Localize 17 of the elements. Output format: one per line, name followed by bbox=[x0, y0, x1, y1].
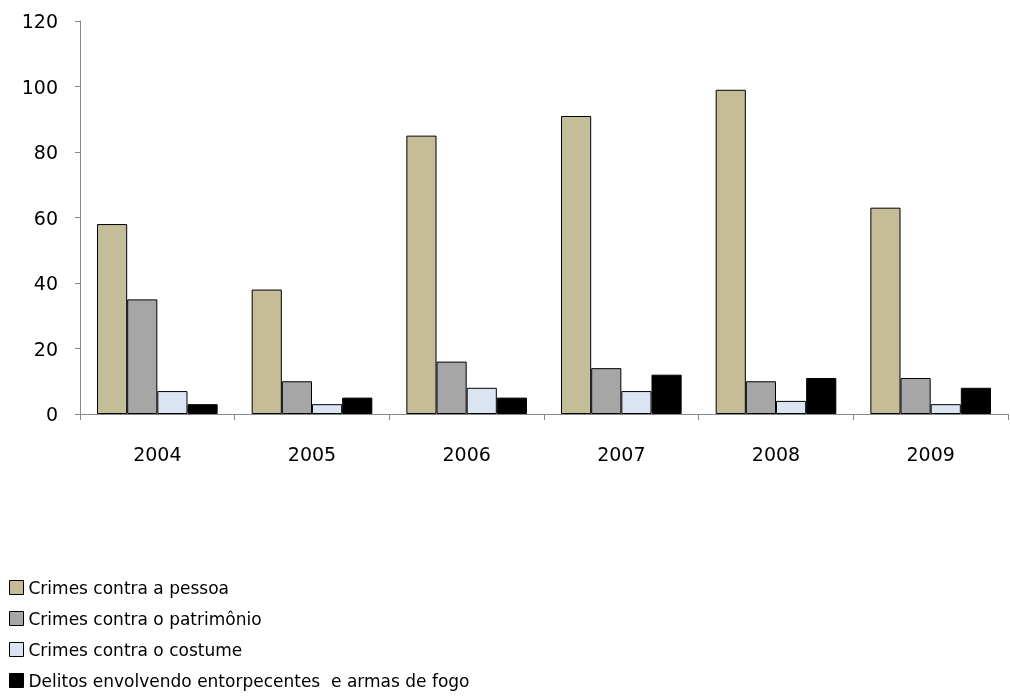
y-tick-label: 0 bbox=[45, 403, 58, 425]
x-tick-label: 2008 bbox=[751, 442, 801, 465]
legend-label: Delitos envolvendo entorpecentes e armas de fogo bbox=[28, 670, 470, 691]
y-tick-label: 80 bbox=[33, 141, 58, 163]
x-tick-label: 2006 bbox=[442, 442, 491, 465]
x-tick-label: 2009 bbox=[906, 442, 955, 465]
y-tick-label: 20 bbox=[33, 337, 58, 360]
y-tick-label: 100 bbox=[21, 75, 58, 98]
legend-label: Crimes contra o costume bbox=[28, 639, 243, 660]
y-tick-label: 40 bbox=[33, 272, 58, 294]
legend-label: Crimes contra a pessoa bbox=[28, 577, 229, 598]
x-tick-label: 2005 bbox=[287, 442, 337, 465]
x-tick-label: 2004 bbox=[133, 442, 182, 465]
y-tick-label: 60 bbox=[33, 206, 58, 229]
legend-label: Crimes contra o patrimônio bbox=[28, 608, 262, 629]
x-tick-label: 2007 bbox=[597, 442, 646, 465]
y-tick-label: 120 bbox=[21, 10, 58, 32]
